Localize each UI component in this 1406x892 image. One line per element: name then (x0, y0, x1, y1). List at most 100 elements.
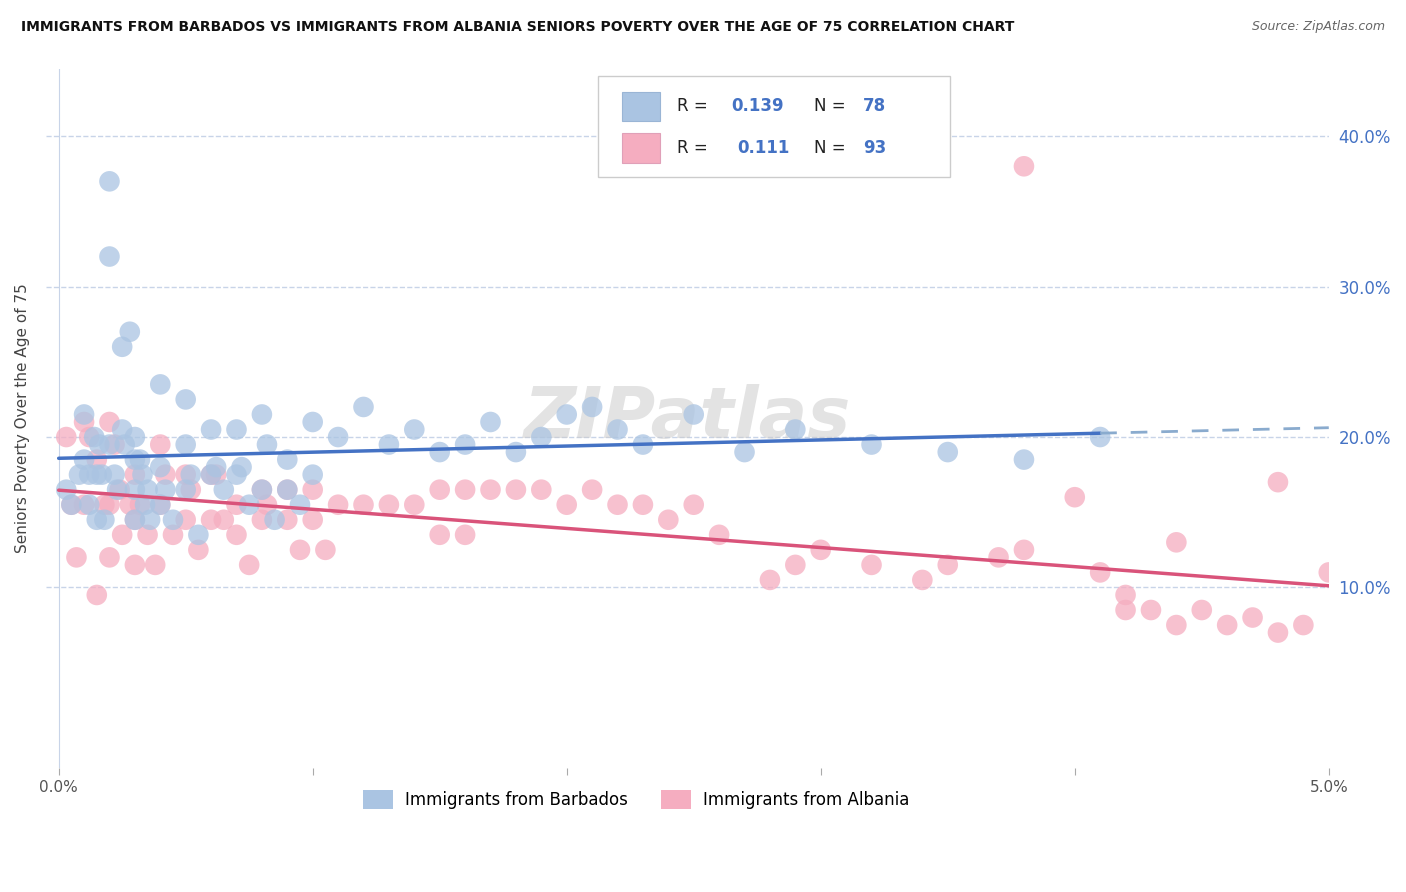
Point (785, 558, 807, 572)
Point (250, 408, 273, 422)
Point (149, 460, 172, 475)
Point (174, 513, 197, 527)
Point (301, 467, 323, 482)
Point (429, 483, 451, 497)
Point (1166, 618, 1188, 632)
Point (86, 588, 108, 602)
Point (631, 437, 654, 451)
Text: R =: R = (678, 97, 713, 115)
Point (555, 408, 578, 422)
Point (810, 542, 832, 557)
Point (353, 498, 375, 512)
Point (73, 452, 96, 467)
Point (1267, 475, 1289, 490)
Point (124, 467, 146, 482)
Point (86, 467, 108, 482)
Point (231, 460, 253, 475)
Point (124, 513, 146, 527)
Point (1140, 603, 1163, 617)
Point (89, 437, 111, 451)
Point (479, 483, 502, 497)
Point (149, 377, 172, 392)
Point (105, 483, 128, 497)
FancyBboxPatch shape (621, 133, 661, 162)
Point (250, 483, 273, 497)
Point (155, 467, 177, 482)
Text: Source: ZipAtlas.com: Source: ZipAtlas.com (1251, 20, 1385, 33)
Point (911, 573, 934, 587)
Point (1012, 159, 1035, 173)
Point (124, 452, 146, 467)
Point (479, 415, 502, 429)
Point (1393, 633, 1406, 648)
Point (288, 542, 311, 557)
Point (149, 437, 172, 451)
Point (1088, 566, 1111, 580)
Point (73, 415, 96, 429)
Point (505, 483, 527, 497)
Point (187, 542, 209, 557)
Point (530, 483, 553, 497)
Point (378, 498, 401, 512)
Point (1191, 603, 1213, 617)
Point (256, 498, 278, 512)
Text: 0.111: 0.111 (737, 139, 790, 157)
Point (98, 550, 121, 565)
Point (139, 513, 162, 527)
Point (1166, 535, 1188, 549)
Point (98, 498, 121, 512)
Point (124, 558, 146, 572)
Point (124, 513, 146, 527)
Text: R =: R = (678, 139, 718, 157)
Point (55, 430, 77, 444)
Point (73, 408, 96, 422)
Point (1241, 610, 1264, 624)
Point (111, 423, 134, 437)
Point (103, 467, 125, 482)
Point (77, 467, 100, 482)
Text: N =: N = (814, 97, 851, 115)
Point (581, 400, 603, 414)
Point (1115, 588, 1137, 602)
Point (429, 445, 451, 459)
Point (77, 430, 100, 444)
Point (212, 483, 235, 497)
Point (1012, 452, 1035, 467)
Point (136, 483, 159, 497)
Point (124, 483, 146, 497)
Point (55, 483, 77, 497)
Point (314, 542, 336, 557)
Point (326, 430, 349, 444)
Point (301, 483, 323, 497)
Point (1088, 430, 1111, 444)
Point (353, 400, 375, 414)
Point (429, 528, 451, 542)
Legend: Immigrants from Barbados, Immigrants from Albania: Immigrants from Barbados, Immigrants fro… (357, 783, 915, 815)
Point (505, 445, 527, 459)
Point (93, 498, 115, 512)
Point (118, 325, 141, 339)
Point (276, 483, 298, 497)
Point (707, 528, 730, 542)
Point (65, 550, 87, 565)
Point (936, 558, 959, 572)
Point (225, 423, 247, 437)
Point (149, 498, 172, 512)
Point (90, 467, 112, 482)
Point (606, 498, 628, 512)
Point (134, 498, 156, 512)
Point (93, 513, 115, 527)
Point (1216, 618, 1239, 632)
Point (238, 558, 260, 572)
Point (162, 513, 184, 527)
Point (180, 467, 202, 482)
Point (1267, 625, 1289, 640)
Point (67, 467, 90, 482)
Point (1115, 603, 1137, 617)
Point (759, 573, 782, 587)
Point (111, 340, 134, 354)
Point (276, 483, 298, 497)
Point (1063, 490, 1085, 504)
Point (60, 498, 83, 512)
Point (118, 498, 141, 512)
